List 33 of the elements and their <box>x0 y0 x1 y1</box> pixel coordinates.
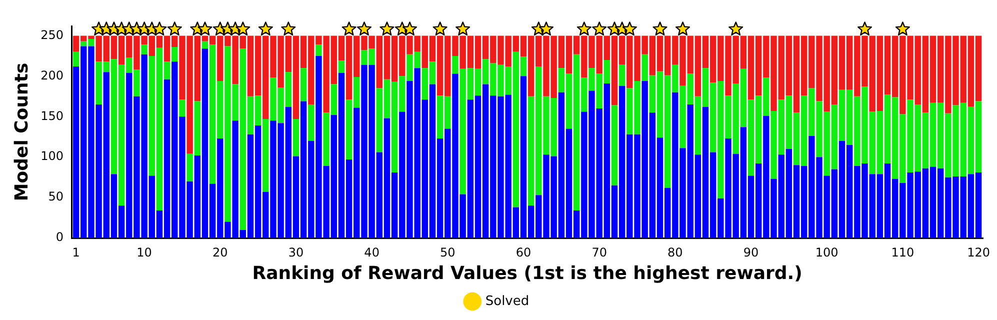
y-tick-label: 150 <box>40 108 64 123</box>
bar <box>172 47 178 62</box>
bar <box>141 44 148 54</box>
x-tick-label: 100 <box>815 245 838 260</box>
y-tick-label: 50 <box>48 190 64 204</box>
bar <box>72 52 80 66</box>
x-tick-label: 70 <box>592 245 607 260</box>
x-axis-title: Ranking of Reward Values (1st is the highest reward.) <box>252 262 802 284</box>
x-tick-label: 50 <box>440 245 456 260</box>
x-tick-label: 80 <box>668 245 683 260</box>
bar <box>316 44 322 56</box>
bar <box>338 60 345 73</box>
x-tick-label: 90 <box>743 245 759 260</box>
y-tick-label: 0 <box>56 230 64 244</box>
bar <box>179 100 186 117</box>
x-tick-label: 10 <box>136 245 152 260</box>
bar <box>292 119 300 156</box>
y-tick-label: 100 <box>40 149 64 164</box>
x-tick-label: 40 <box>364 245 380 260</box>
x-tick-label: 20 <box>212 245 228 260</box>
bar <box>300 68 307 102</box>
y-tick-label: 200 <box>40 68 64 82</box>
y-axis-title: Model Counts <box>11 62 32 202</box>
x-tick-label: 1 <box>72 245 80 260</box>
x-tick-label: 60 <box>516 245 532 260</box>
legend-label: Solved <box>485 294 530 309</box>
bar <box>618 64 626 86</box>
y-tick-label: 250 <box>40 28 64 42</box>
bar <box>611 105 618 186</box>
x-tick-label: 30 <box>288 245 304 260</box>
bar <box>308 104 314 141</box>
x-tick-label: 120 <box>967 245 990 260</box>
x-tick-label: 110 <box>891 245 914 260</box>
